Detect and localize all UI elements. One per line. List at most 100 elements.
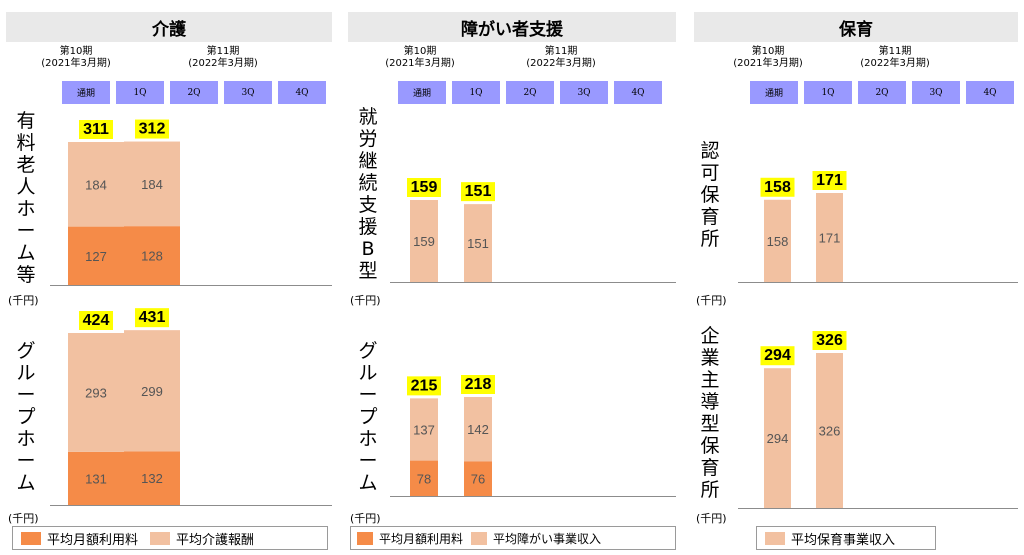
quarter-row: 通期 1Q 2Q 3Q 4Q (62, 81, 332, 104)
bar-total-label: 159 (411, 179, 438, 196)
bar-value-label: 184 (85, 177, 107, 192)
bar-segment (124, 141, 180, 227)
total-highlight (407, 178, 441, 197)
section-kaigo: 介護 第10期 (2021年3月期) 第11期 (2022年3月期) 通期 1Q… (6, 0, 332, 555)
bar-segment (464, 204, 492, 282)
quarter-4q: 4Q (614, 81, 662, 104)
period-11-label: 第11期 (2022年3月期) (860, 46, 930, 69)
bar-value-label: 127 (85, 249, 107, 264)
row-label: 有料老人ホーム等 (16, 110, 36, 286)
quarter-full-year: 通期 (750, 81, 798, 104)
bar-total-label: 215 (411, 377, 438, 394)
bar-segment (410, 398, 438, 461)
bar-total-label: 294 (764, 347, 791, 364)
legend: 平均月額利用料 平均介護報酬 (12, 526, 328, 550)
bar-value-label: 131 (85, 471, 107, 486)
bar-segment (410, 200, 438, 282)
panel-baseline (390, 496, 676, 497)
unit-label: (千円) (350, 512, 381, 525)
legend-label: 平均保育事業収入 (791, 532, 896, 548)
total-highlight (135, 308, 169, 328)
bar-segment (816, 353, 843, 508)
unit-label: (千円) (350, 294, 381, 307)
section-title: 介護 (6, 12, 332, 42)
panel-baseline (738, 508, 1018, 509)
quarter-3q: 3Q (912, 81, 960, 104)
bar-value-label: 159 (413, 234, 435, 249)
period-10-label: 第10期 (2021年3月期) (733, 46, 803, 69)
bar-segment (68, 142, 124, 227)
bar-value-label: 128 (141, 249, 163, 264)
legend-item-income: 平均保育事業収入 (765, 529, 895, 548)
total-highlight (812, 331, 847, 350)
quarter-full-year: 通期 (398, 81, 446, 104)
total-highlight (760, 177, 795, 197)
bar-total-label: 311 (83, 121, 109, 138)
bar-value-label: 132 (141, 471, 163, 486)
total-highlight (135, 119, 169, 139)
bar-value-label: 299 (141, 384, 163, 399)
panel-baseline (50, 285, 332, 286)
legend-swatch (471, 531, 488, 545)
quarter-2q: 2Q (506, 81, 554, 104)
bar-value-label: 158 (767, 234, 789, 249)
total-highlight (407, 376, 441, 396)
section-title: 障がい者支援 (348, 12, 676, 42)
legend: 平均月額利用料 平均障がい事業収入 (350, 526, 676, 550)
bar-segment (464, 461, 492, 496)
bar-value-label: 293 (85, 385, 107, 400)
period-11-label: 第11期 (2022年3月期) (188, 46, 258, 69)
bar-segment (124, 451, 180, 505)
bar-total-label: 326 (816, 332, 843, 349)
legend-label: 平均障がい事業収入 (493, 531, 602, 546)
quarter-1q: 1Q (452, 81, 500, 104)
total-highlight (79, 120, 113, 139)
bar-segment (68, 451, 124, 505)
section-title: 保育 (694, 12, 1018, 42)
bar-segment (410, 460, 438, 496)
legend-item-fee: 平均月額利用料 (21, 529, 138, 548)
section-hoiku: 保育 第10期 (2021年3月期) 第11期 (2022年3月期) 通期 1Q… (694, 0, 1018, 555)
row-label: 就労継続支援B型 (358, 106, 378, 282)
quarter-4q: 4Q (278, 81, 326, 104)
legend: 平均保育事業収入 (756, 526, 936, 550)
legend-swatch (21, 531, 41, 545)
bar-value-label: 151 (467, 236, 489, 251)
quarter-row: 通期 1Q 2Q 3Q 4Q (750, 81, 1020, 104)
bar-total-label: 151 (465, 183, 492, 200)
unit-label: (千円) (696, 512, 727, 525)
unit-label: (千円) (8, 512, 39, 525)
row-label: グループホーム (358, 340, 378, 494)
quarter-2q: 2Q (858, 81, 906, 104)
bar-value-label: 326 (819, 424, 841, 439)
total-highlight (79, 311, 113, 330)
bar-segment (464, 397, 492, 462)
bar-segment (764, 368, 791, 508)
panel-baseline (50, 505, 332, 506)
bar-value-label: 294 (767, 431, 789, 446)
quarter-1q: 1Q (116, 81, 164, 104)
bar-value-label: 142 (467, 422, 489, 437)
quarter-row: 通期 1Q 2Q 3Q 4Q (398, 81, 668, 104)
panel-baseline (390, 282, 676, 283)
bar-value-label: 184 (141, 177, 163, 192)
chart-hoiku-bottom: 294 294 326 326 (760, 331, 847, 508)
bar-segment (124, 330, 180, 452)
bar-value-label: 76 (471, 472, 485, 487)
bar-value-label: 171 (819, 231, 841, 246)
chart-shogai-bottom: 78 137 215 76 142 218 (407, 375, 495, 496)
total-highlight (812, 171, 847, 190)
period-11-label: 第11期 (2022年3月期) (526, 46, 596, 69)
bar-segment (816, 193, 843, 282)
legend-item-income: 平均障がい事業収入 (471, 530, 601, 547)
bar-total-label: 424 (83, 312, 110, 329)
panel-baseline (738, 282, 1018, 283)
bar-total-label: 158 (764, 179, 791, 196)
legend-swatch (150, 531, 171, 545)
legend-label: 平均月額利用料 (47, 532, 139, 548)
quarter-4q: 4Q (966, 81, 1014, 104)
legend-item-fee: 平均月額利用料 (357, 530, 463, 547)
bar-total-label: 431 (139, 309, 166, 326)
total-highlight (461, 375, 495, 394)
bar-total-label: 171 (816, 172, 843, 189)
